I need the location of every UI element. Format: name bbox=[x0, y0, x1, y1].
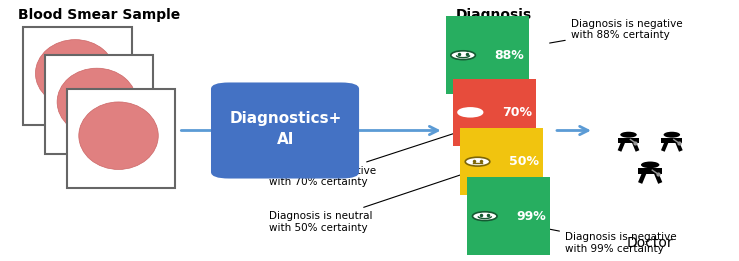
Circle shape bbox=[451, 51, 475, 60]
Ellipse shape bbox=[35, 40, 115, 107]
Text: Diagnosis is negative
with 88% certainty: Diagnosis is negative with 88% certainty bbox=[550, 19, 682, 43]
Text: Doctor: Doctor bbox=[627, 236, 673, 250]
FancyBboxPatch shape bbox=[23, 27, 132, 125]
FancyBboxPatch shape bbox=[67, 89, 175, 188]
Circle shape bbox=[472, 212, 497, 221]
Polygon shape bbox=[661, 138, 682, 143]
Text: 50%: 50% bbox=[509, 155, 539, 168]
FancyBboxPatch shape bbox=[453, 79, 536, 146]
Text: Diagnosis is neutral
with 50% certainty: Diagnosis is neutral with 50% certainty bbox=[269, 170, 474, 233]
Text: 70%: 70% bbox=[502, 106, 532, 119]
Text: Diagnosis is positive
with 70% certainty: Diagnosis is positive with 70% certainty bbox=[269, 129, 469, 187]
FancyBboxPatch shape bbox=[468, 177, 551, 255]
Text: Blood Smear Sample: Blood Smear Sample bbox=[18, 9, 180, 22]
Text: 88%: 88% bbox=[494, 49, 525, 62]
Text: Diagnosis: Diagnosis bbox=[456, 9, 532, 22]
Text: 99%: 99% bbox=[517, 210, 546, 223]
FancyBboxPatch shape bbox=[460, 128, 543, 195]
Polygon shape bbox=[638, 168, 662, 174]
Circle shape bbox=[664, 132, 680, 138]
FancyBboxPatch shape bbox=[211, 82, 359, 179]
Polygon shape bbox=[618, 138, 639, 143]
Circle shape bbox=[466, 157, 490, 166]
FancyBboxPatch shape bbox=[45, 55, 153, 154]
Circle shape bbox=[620, 132, 637, 138]
FancyBboxPatch shape bbox=[446, 16, 529, 94]
Circle shape bbox=[641, 162, 659, 168]
Ellipse shape bbox=[79, 102, 158, 169]
Text: Diagnosis is negative
with 99% certainty: Diagnosis is negative with 99% certainty bbox=[539, 227, 677, 254]
Text: Diagnostics+
AI: Diagnostics+ AI bbox=[229, 111, 341, 147]
Circle shape bbox=[458, 108, 483, 117]
Ellipse shape bbox=[57, 68, 137, 136]
